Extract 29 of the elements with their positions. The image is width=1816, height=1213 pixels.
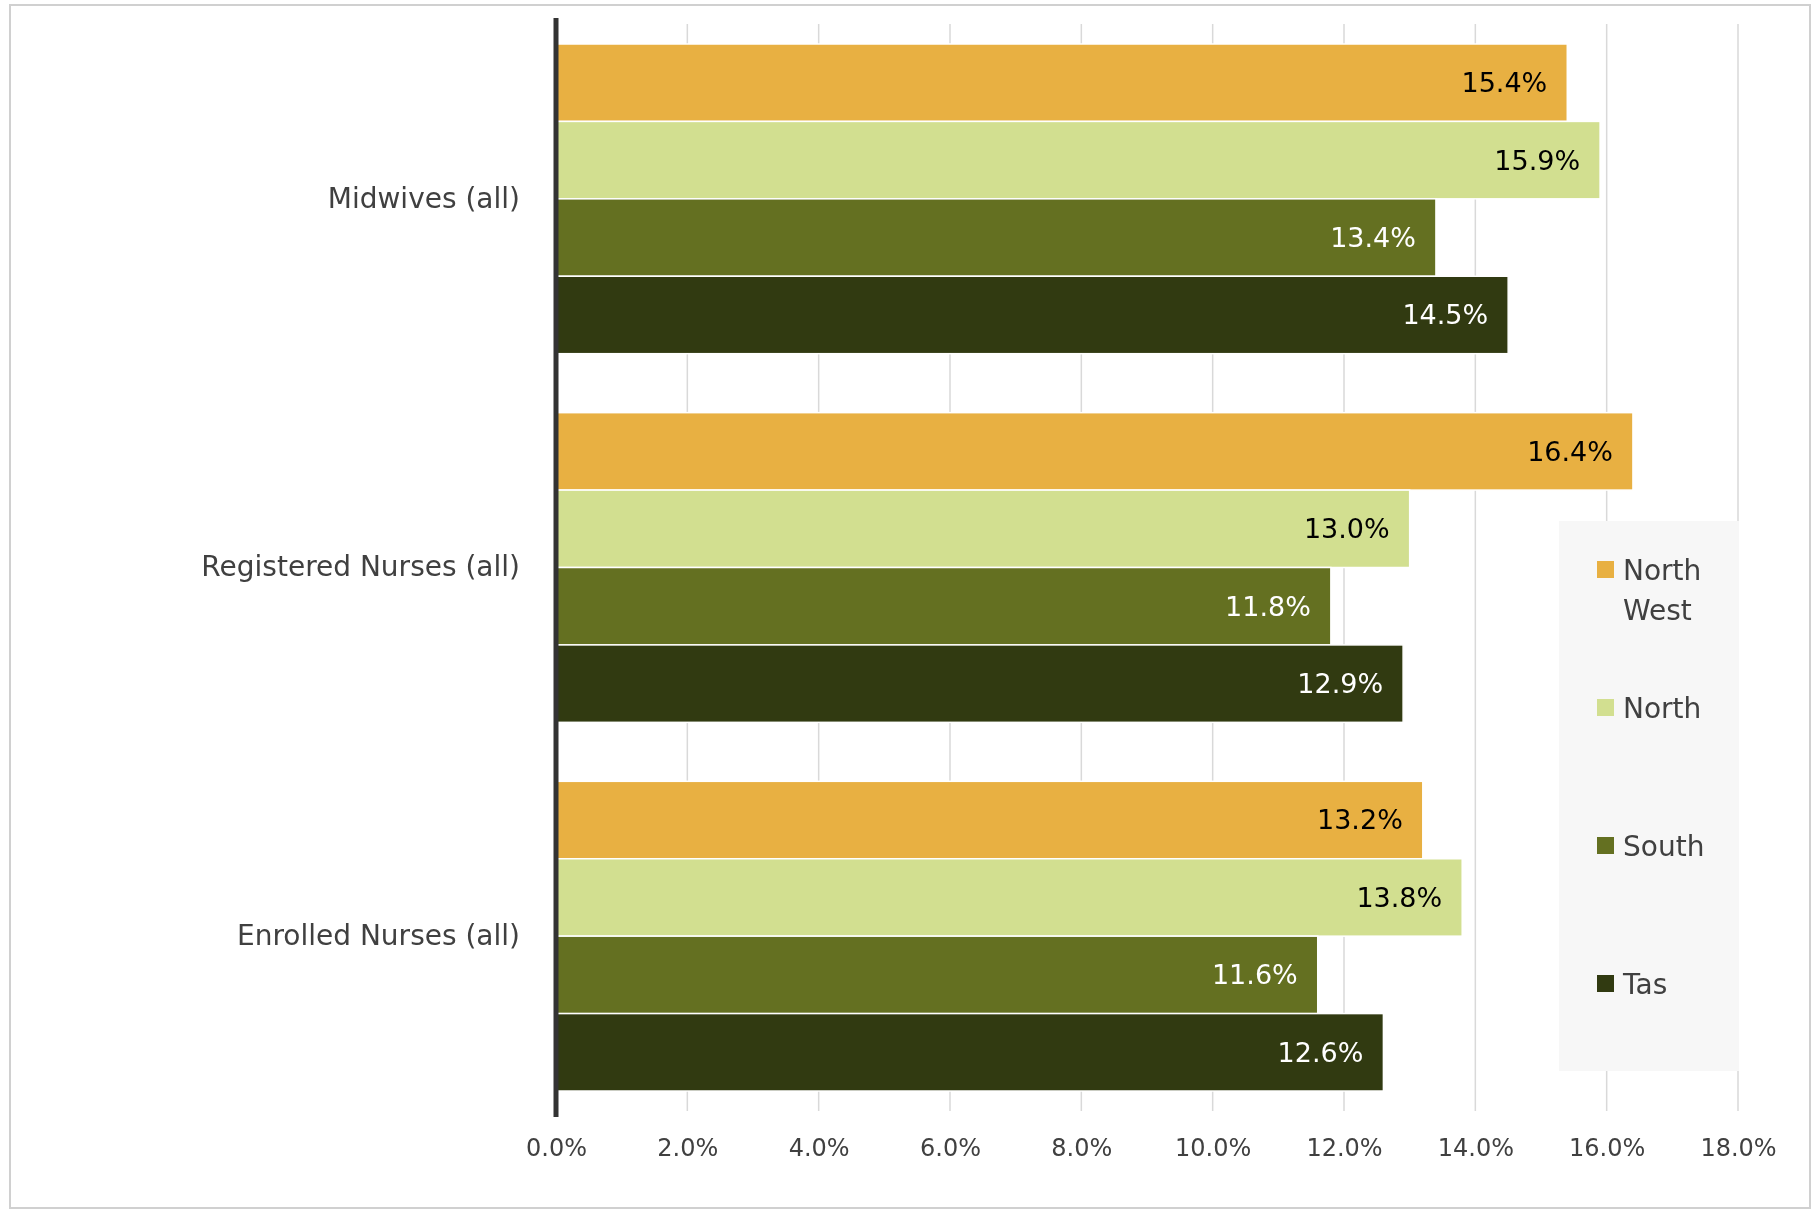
data-label: 13.8% [1356,881,1443,913]
legend-label: North [1623,691,1702,725]
x-tick-label: 18.0% [1700,1134,1777,1163]
data-label: 15.9% [1494,144,1581,176]
data-label: 11.6% [1211,959,1298,991]
x-tick-label: 2.0% [657,1134,719,1163]
x-tick-label: 16.0% [1569,1134,1646,1163]
legend-label: South [1623,829,1705,863]
data-label: 13.4% [1330,222,1416,253]
data-label: 11.8% [1225,590,1311,622]
y-tick-label: Midwives (all) [327,181,520,215]
y-tick-label: Registered Nurses (all) [201,550,520,584]
x-tick-label: 0.0% [526,1134,587,1163]
legend-label: North West [1623,553,1702,628]
data-label: 12.9% [1297,668,1384,700]
data-label: 13.2% [1317,804,1403,836]
data-label: 12.6% [1277,1036,1364,1068]
x-tick-label: 10.0% [1175,1134,1252,1163]
data-label: 14.5% [1402,299,1489,331]
x-tick-label: 14.0% [1437,1134,1514,1163]
x-tick-label: 12.0% [1306,1134,1383,1163]
x-tick-label: 8.0% [1051,1134,1113,1163]
data-label: 16.4% [1527,435,1613,467]
data-label: 15.4% [1461,67,1548,99]
x-tick-label: 6.0% [920,1134,981,1163]
legend-label: Tas [1622,967,1668,1001]
x-tick-label: 4.0% [788,1134,850,1163]
y-tick-label: Enrolled Nurses (all) [237,919,520,953]
data-label: 13.0% [1303,513,1390,545]
